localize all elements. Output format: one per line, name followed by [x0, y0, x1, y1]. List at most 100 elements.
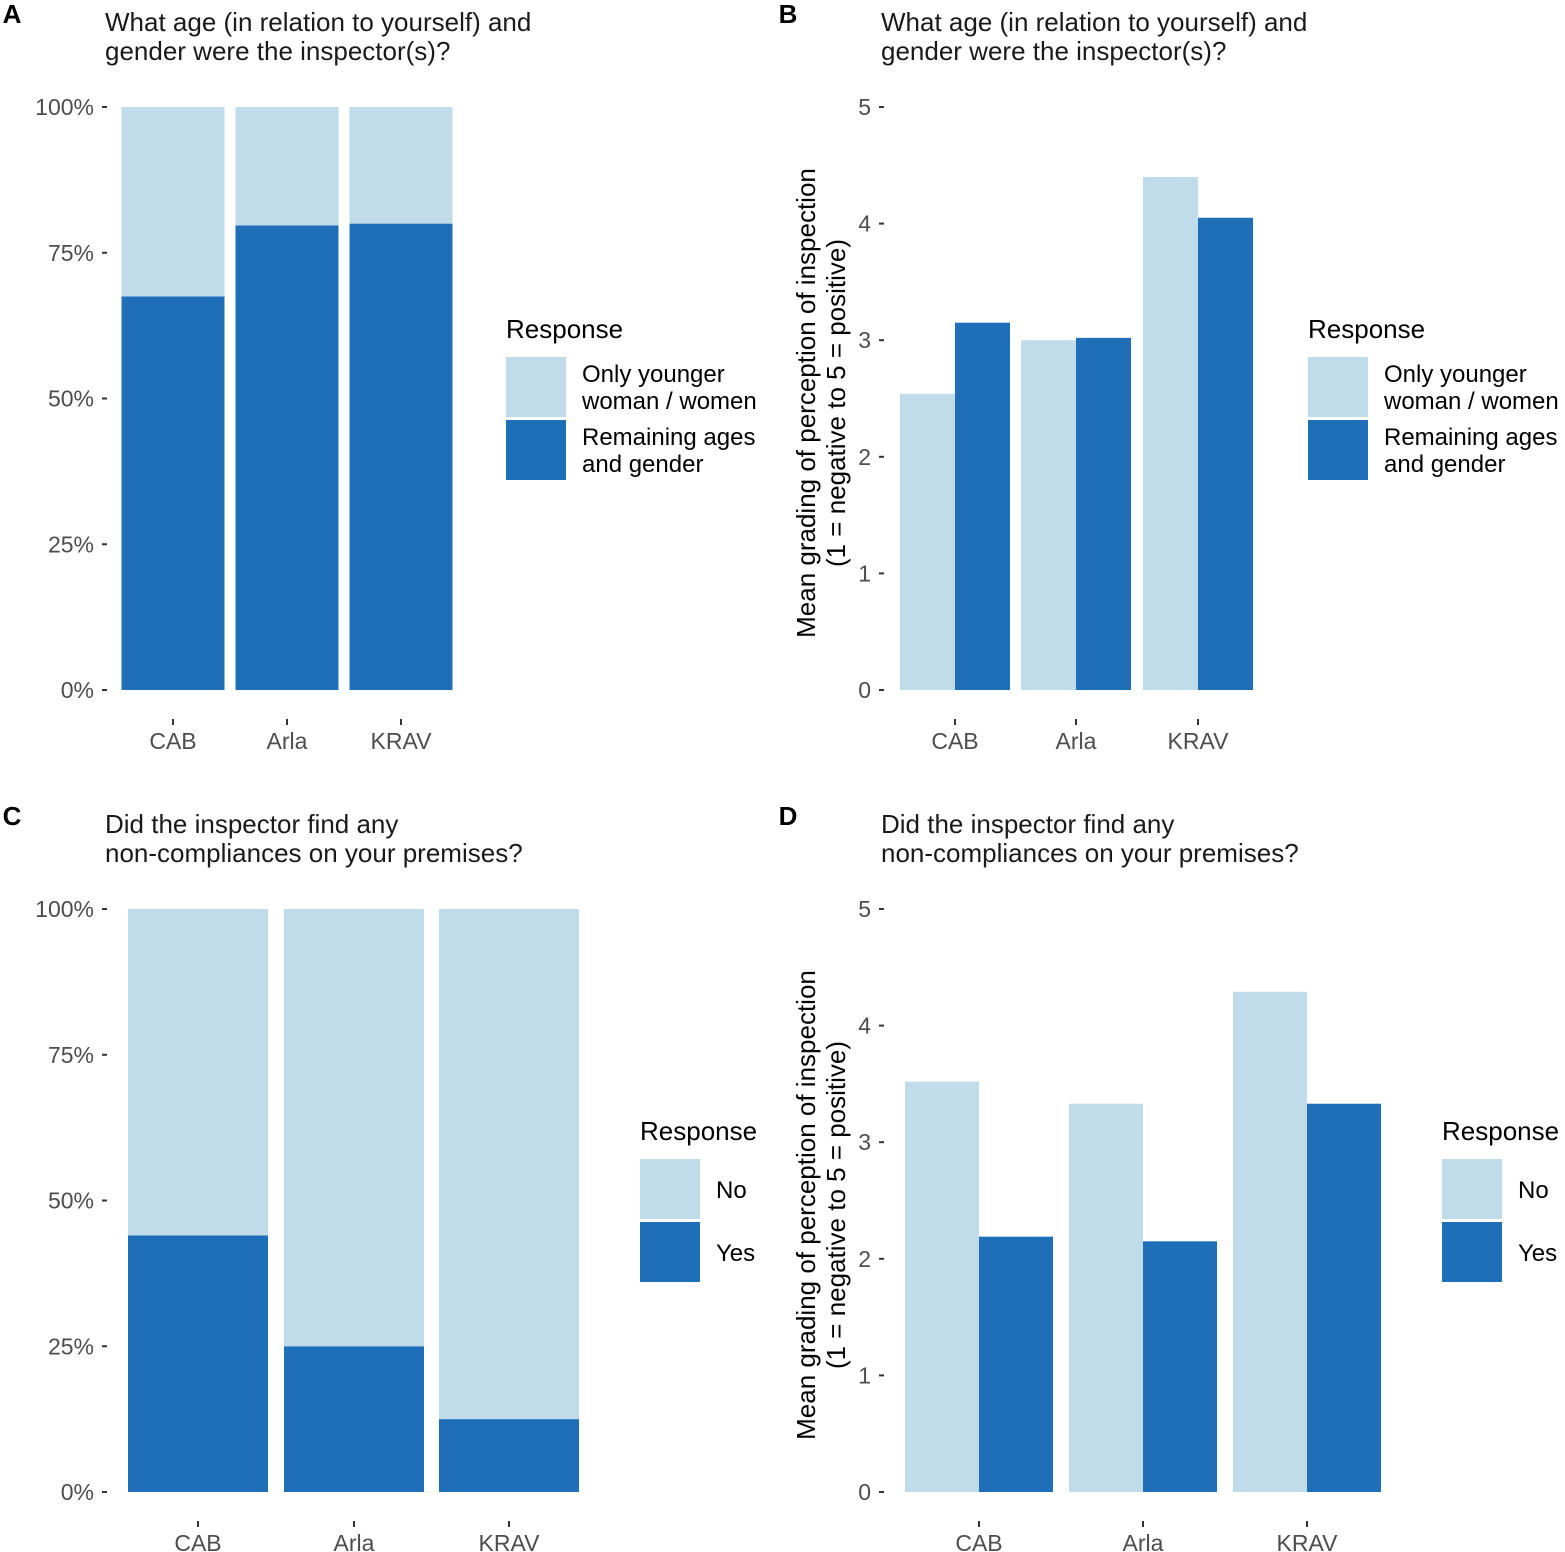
legend-label: woman / women [1383, 388, 1559, 415]
legend-swatch [1308, 357, 1368, 417]
y-tick-label: 5 [858, 896, 871, 922]
bar-remaining-ages-and-gender-cab [955, 322, 1010, 690]
bar-yes-cab [128, 1235, 268, 1492]
legend-label: and gender [1384, 451, 1505, 478]
legend-label: No [716, 1177, 747, 1204]
bar-no-cab [128, 909, 268, 1236]
legend-swatch [640, 1222, 700, 1282]
legend: Response No Yes [1442, 1116, 1559, 1282]
y-tick-label: 0% [61, 677, 94, 703]
x-tick-label: KRAV [1168, 728, 1230, 754]
legend-title: Response [1442, 1116, 1559, 1146]
legend-swatch [506, 357, 566, 417]
x-tick-label: CAB [955, 1530, 1002, 1552]
x-tick-label: KRAV [1277, 1530, 1339, 1552]
panel-a: A What age (in relation to yourself) andg… [3, 0, 757, 754]
legend-swatch [640, 1159, 700, 1219]
bar-yes-cab [979, 1236, 1053, 1492]
legend-title: Response [506, 314, 623, 344]
y-tick-label: 0% [61, 1479, 94, 1505]
bar-remaining-ages-and-gender-arla [1076, 337, 1131, 690]
legend-swatch [1442, 1222, 1502, 1282]
legend-swatch [1442, 1159, 1502, 1219]
bar-remaining-ages-and-gender-cab [121, 296, 225, 690]
y-axis-title-line: (1 = negative to 5 = positive) [821, 239, 851, 567]
legend-label: Remaining ages [1384, 424, 1557, 451]
legend-label: woman / women [581, 388, 757, 415]
bar-yes-arla [284, 1346, 424, 1492]
legend: Response No Yes [640, 1116, 757, 1282]
bar-remaining-ages-and-gender-krav [1198, 217, 1253, 690]
y-tick-label: 100% [35, 94, 94, 120]
y-tick-label: 100% [35, 896, 94, 922]
x-tick-label: CAB [149, 728, 196, 754]
bar-no-krav [439, 909, 579, 1420]
panel-d: D Did the inspector find anynon-complianc… [779, 801, 1559, 1552]
chart-title-line: non-compliances on your premises? [105, 838, 523, 868]
x-tick-label: CAB [174, 1530, 221, 1552]
y-tick-label: 25% [48, 1333, 94, 1359]
chart-title-line: Did the inspector find any [105, 809, 398, 839]
chart-title-line: gender were the inspector(s)? [881, 36, 1226, 66]
bar-yes-krav [1307, 1103, 1381, 1492]
bar-no-arla [284, 909, 424, 1347]
bar-only-younger-woman-women-arla [235, 107, 339, 226]
panel-letter: A [3, 0, 22, 29]
panel-b: B What age (in relation to yourself) andg… [779, 0, 1559, 754]
y-tick-label: 50% [48, 1188, 94, 1214]
y-axis-title-line: Mean grading of perception of inspection [791, 970, 821, 1440]
y-tick-label: 75% [48, 1042, 94, 1068]
chart-title-line: Did the inspector find any [881, 809, 1174, 839]
legend-label: Yes [1518, 1240, 1557, 1267]
y-axis-title-line: Mean grading of perception of inspection [791, 168, 821, 638]
x-tick-label: Arla [1123, 1530, 1164, 1552]
legend-label: Only younger [582, 361, 725, 388]
y-tick-label: 3 [858, 1129, 871, 1155]
x-tick-label: Arla [334, 1530, 375, 1552]
legend-label: Remaining ages [582, 424, 755, 451]
chart-title-line: What age (in relation to yourself) and [881, 7, 1307, 37]
bar-only-younger-woman-women-cab [900, 393, 955, 690]
panel-letter: C [3, 801, 22, 831]
panel-c: C Did the inspector find anynon-complianc… [3, 801, 757, 1552]
legend-label: No [1518, 1177, 1549, 1204]
y-tick-label: 25% [48, 531, 94, 557]
y-tick-label: 4 [858, 211, 871, 237]
legend-swatch [1308, 420, 1368, 480]
x-tick-label: KRAV [479, 1530, 541, 1552]
bar-only-younger-woman-women-krav [349, 107, 453, 224]
x-tick-label: Arla [1056, 728, 1097, 754]
y-tick-label: 1 [858, 560, 871, 586]
bar-only-younger-woman-women-krav [1143, 176, 1198, 690]
y-tick-label: 5 [858, 94, 871, 120]
chart-title-line: non-compliances on your premises? [881, 838, 1299, 868]
y-tick-label: 2 [858, 444, 871, 470]
legend-title: Response [640, 1116, 757, 1146]
bar-only-younger-woman-women-arla [1021, 340, 1076, 690]
bar-no-krav [1233, 991, 1307, 1492]
x-tick-label: KRAV [371, 728, 433, 754]
x-tick-label: Arla [267, 728, 308, 754]
panel-letter: B [779, 0, 798, 29]
chart-title-line: What age (in relation to yourself) and [105, 7, 531, 37]
y-tick-label: 1 [858, 1362, 871, 1388]
y-tick-label: 0 [858, 677, 871, 703]
legend-title: Response [1308, 314, 1425, 344]
bar-yes-krav [439, 1419, 579, 1492]
y-tick-label: 50% [48, 386, 94, 412]
y-tick-label: 4 [858, 1013, 871, 1039]
bar-remaining-ages-and-gender-krav [349, 223, 453, 690]
bar-remaining-ages-and-gender-arla [235, 225, 339, 690]
y-tick-label: 2 [858, 1246, 871, 1272]
bar-no-cab [905, 1081, 979, 1492]
bar-no-arla [1069, 1103, 1143, 1492]
y-tick-label: 75% [48, 240, 94, 266]
legend-label: Yes [716, 1240, 755, 1267]
chart-title-line: gender were the inspector(s)? [105, 36, 450, 66]
legend-label: and gender [582, 451, 703, 478]
y-tick-label: 0 [858, 1479, 871, 1505]
y-axis-title-line: (1 = negative to 5 = positive) [821, 1041, 851, 1369]
